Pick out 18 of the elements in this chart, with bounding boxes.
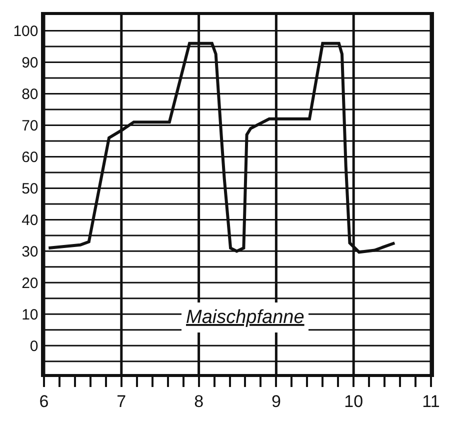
- x-tick-label: 6: [39, 392, 49, 412]
- x-tick-label: 8: [194, 392, 204, 412]
- y-tick-label: 60: [22, 148, 38, 166]
- annotation: Maischpfanne: [186, 307, 304, 328]
- y-tick-label: 50: [22, 180, 38, 198]
- y-tick-label: 90: [22, 54, 38, 72]
- y-tick-label: 0: [30, 338, 38, 355]
- y-tick-label: 80: [22, 86, 38, 103]
- x-tick-label: 9: [271, 392, 281, 412]
- x-tick-label: 11: [422, 392, 440, 412]
- y-tick-label: 70: [22, 117, 38, 134]
- x-tick-label: 10: [344, 392, 364, 412]
- x-tick-label: 7: [116, 392, 126, 412]
- y-tick-label: 20: [22, 274, 38, 292]
- y-tick-label: 100: [13, 23, 38, 40]
- y-tick-label: 40: [22, 212, 38, 229]
- y-tick-label: 30: [22, 243, 38, 260]
- y-tick-label: 10: [22, 306, 38, 324]
